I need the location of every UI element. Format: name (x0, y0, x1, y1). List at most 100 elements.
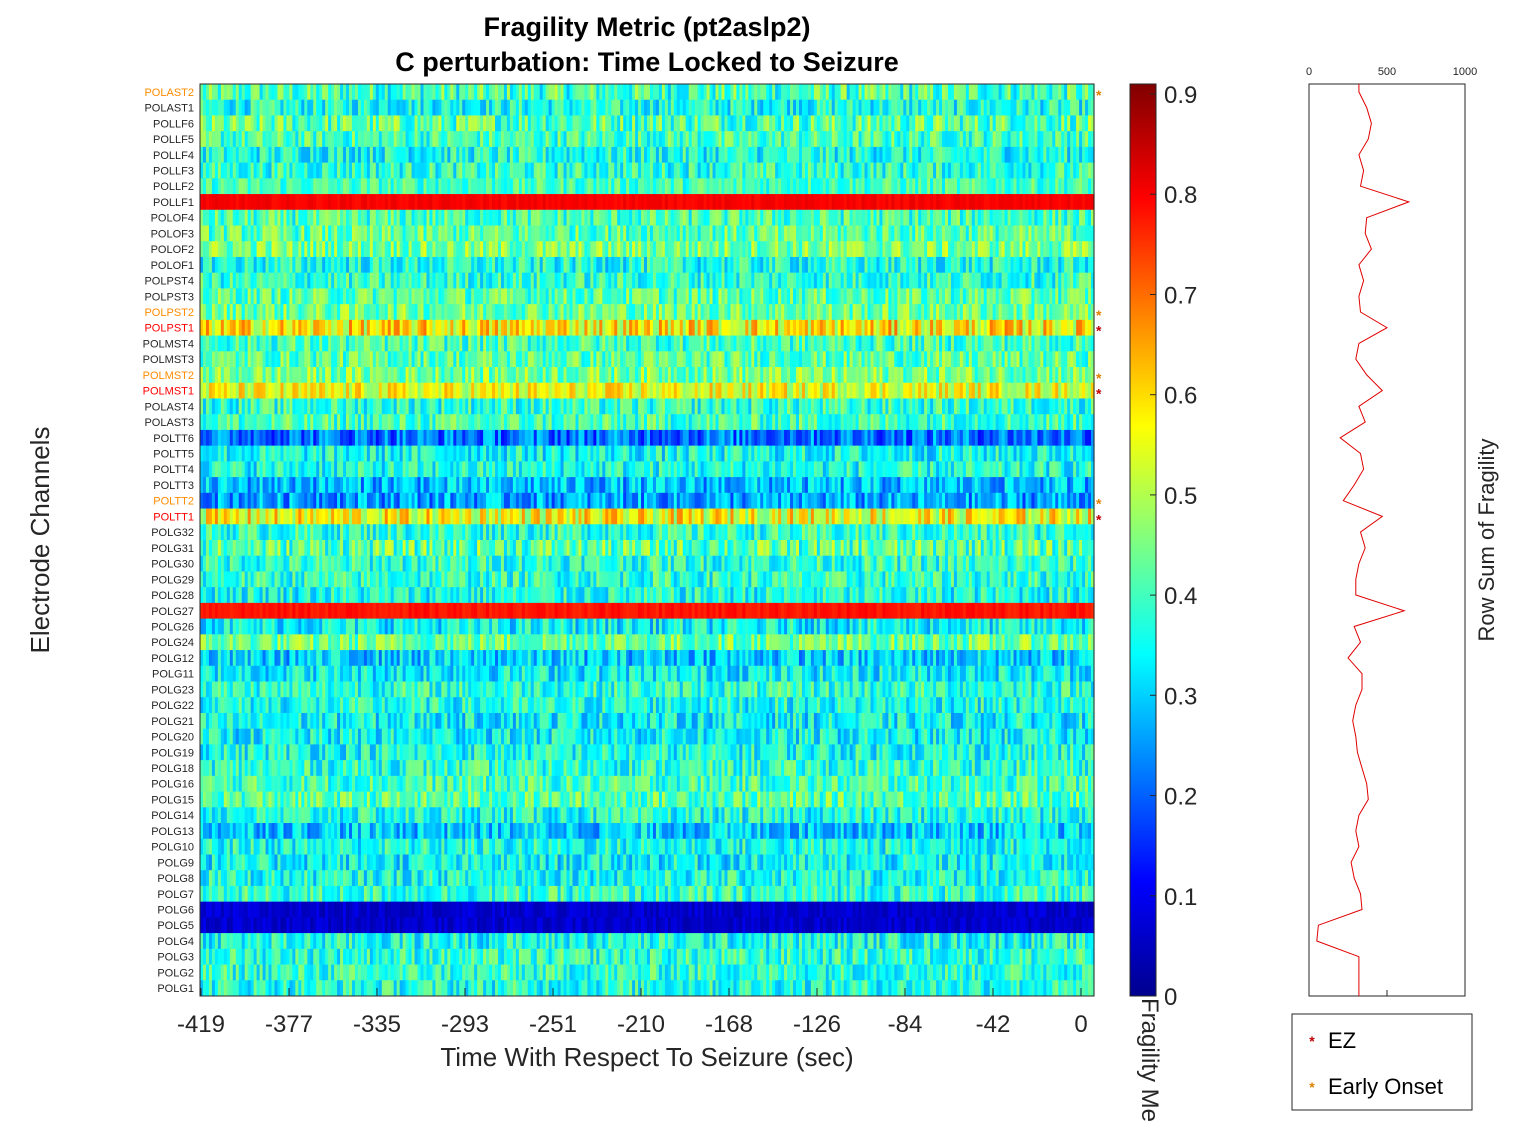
y-axis-label: Electrode Channels (25, 427, 55, 654)
channel-label-polg20: POLG20 (151, 732, 194, 744)
heatmap-row-polof4 (200, 209, 1095, 226)
channel-label-polof2: POLOF2 (151, 244, 194, 256)
heatmap-row-poltt4 (200, 461, 1095, 478)
heatmap-row-polg24 (200, 634, 1095, 651)
colorbar-tick-label: 0.9 (1164, 82, 1197, 109)
channel-label-pollf3: POLLF3 (153, 165, 194, 177)
heatmap-row-polg28 (200, 587, 1095, 604)
heatmap-row-polg10 (200, 838, 1095, 855)
heatmap-row-polg2 (200, 964, 1095, 981)
x-tick-label: 0 (1074, 1011, 1087, 1038)
heatmap-row-polg21 (200, 712, 1095, 730)
heatmap-row-polg4 (200, 933, 1095, 950)
early-onset-marker: * (1096, 307, 1102, 323)
channel-label-polg21: POLG21 (151, 716, 194, 728)
x-tick-label: -126 (793, 1011, 841, 1038)
x-tick-label: -419 (177, 1011, 225, 1038)
colorbar-tick-label: 0.3 (1164, 683, 1197, 710)
early-onset-marker: * (1096, 496, 1102, 512)
heatmap-row-poltt2 (200, 492, 1095, 509)
channel-label-polg24: POLG24 (151, 637, 194, 649)
channel-label-polmst1: POLMST1 (143, 386, 194, 398)
heatmap-row-polast2 (200, 84, 1095, 101)
channel-label-polg1: POLG1 (157, 983, 194, 995)
rowsum-tick-label: 0 (1306, 66, 1312, 78)
channel-label-polpst3: POLPST3 (144, 291, 194, 303)
heatmap-row-polg1 (200, 980, 1095, 997)
channel-labels: POLAST2 POLAST1 POLLF6 POLLF5 POLLF4 POLLF3 PO… (143, 87, 194, 995)
channel-label-polg2: POLG2 (157, 967, 194, 979)
heatmap-row-polg13 (200, 823, 1095, 840)
heatmap-row-polmst2 (200, 367, 1095, 384)
heatmap-row-polg20 (200, 728, 1095, 745)
channel-label-polpst1: POLPST1 (144, 323, 194, 335)
channel-label-polg14: POLG14 (151, 810, 194, 822)
heatmap-plot (200, 84, 1095, 997)
early-onset-marker: * (1096, 370, 1102, 386)
channel-label-poltt1: POLTT1 (153, 511, 194, 523)
heatmap-row-poltt3 (200, 477, 1095, 494)
colorbar-tick-label: 0.7 (1164, 283, 1197, 310)
x-tick-labels: -419 -377 -335 -293 -251 -210 -168 -126 -84 -42 0 (177, 988, 1088, 1038)
channel-label-polg10: POLG10 (151, 842, 194, 854)
channel-label-poltt2: POLTT2 (153, 496, 194, 508)
channel-label-polast3: POLAST3 (144, 417, 194, 429)
channel-label-polg31: POLG31 (151, 543, 194, 555)
channel-label-poltt6: POLTT6 (153, 433, 194, 445)
channel-label-polmst3: POLMST3 (143, 354, 194, 366)
channel-label-pollf5: POLLF5 (153, 134, 194, 146)
x-tick-label: -84 (888, 1011, 923, 1038)
heatmap-row-polg23 (200, 681, 1095, 698)
colorbar-label: Fragility Metric (1136, 998, 1163, 1121)
channel-label-polg15: POLG15 (151, 794, 194, 806)
colorbar (1129, 83, 1157, 997)
channel-label-polg6: POLG6 (157, 905, 194, 917)
heatmap-row-polof1 (200, 256, 1095, 274)
ez-marker: * (1096, 323, 1102, 339)
heatmap-row-polg11 (200, 665, 1095, 682)
channel-label-polpst4: POLPST4 (144, 276, 194, 288)
legend-early-onset-marker: * (1309, 1079, 1315, 1095)
colorbar-tick-label: 0 (1164, 984, 1177, 1011)
heatmap-row-poltt6 (200, 429, 1095, 447)
heatmap-row-pollf3 (200, 162, 1095, 179)
heatmap-row-polg30 (200, 555, 1095, 572)
channel-label-polg30: POLG30 (151, 559, 194, 571)
x-axis-label: Time With Respect To Seizure (sec) (440, 1042, 853, 1072)
channel-label-pollf6: POLLF6 (153, 118, 194, 130)
heatmap-row-polast1 (200, 99, 1095, 116)
channel-label-poltt3: POLTT3 (153, 480, 194, 492)
heatmap-row-polpst2 (200, 304, 1095, 321)
chart-title: Fragility Metric (pt2aslp2) (483, 12, 810, 42)
x-tick-label: -251 (529, 1011, 577, 1038)
colorbar-tick-label: 0.8 (1164, 182, 1197, 209)
channel-label-polof4: POLOF4 (151, 213, 194, 225)
onset-markers: ******* (1096, 87, 1102, 528)
channel-label-polg13: POLG13 (151, 826, 194, 838)
x-tick-label: -168 (705, 1011, 753, 1038)
heatmap-row-polast3 (200, 414, 1095, 431)
heatmap-row-polg32 (200, 524, 1095, 541)
heatmap-frame (199, 83, 1095, 997)
heatmap-row-pollf4 (200, 146, 1095, 164)
channel-label-pollf2: POLLF2 (153, 181, 194, 193)
heatmap-row-polpst1 (200, 319, 1095, 336)
channel-label-polg29: POLG29 (151, 574, 194, 586)
heatmap-row-poltt5 (200, 445, 1095, 462)
x-tick-label: -335 (353, 1011, 401, 1038)
channel-label-polg5: POLG5 (157, 920, 194, 932)
heatmap-row-polg14 (200, 807, 1095, 824)
heatmap-row-polof3 (200, 225, 1095, 242)
rowsum-tick-label: 1000 (1453, 66, 1477, 78)
channel-label-polg32: POLG32 (151, 527, 194, 539)
colorbar-ticks: 0 0.1 0.2 0.3 0.4 0.5 0.6 0.7 0.8 0.9 (1150, 82, 1197, 1011)
heatmap-row-polmst3 (200, 351, 1095, 368)
channel-label-polof3: POLOF3 (151, 228, 194, 240)
channel-label-polg7: POLG7 (157, 889, 194, 901)
x-tick-label: -377 (265, 1011, 313, 1038)
colorbar-tick-label: 0.6 (1164, 383, 1197, 410)
heatmap-row-polg29 (200, 571, 1095, 588)
channel-label-polg23: POLG23 (151, 684, 194, 696)
rowsum-y-label: Row Sum of Fragility (1474, 439, 1499, 642)
